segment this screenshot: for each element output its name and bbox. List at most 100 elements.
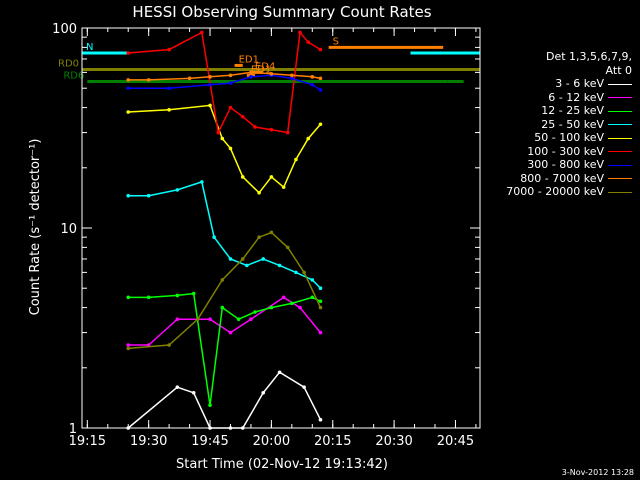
series-1-point-0 xyxy=(126,343,131,347)
series-2-point-11 xyxy=(318,299,323,304)
series-4-point-0 xyxy=(126,110,131,114)
series-line-4 xyxy=(128,104,322,194)
series-4-point-7 xyxy=(269,175,274,179)
series-4-point-4 xyxy=(228,146,233,151)
overlay-label-s-1: S xyxy=(333,36,339,47)
y-tick-label-1: 10 xyxy=(60,222,77,237)
series-8-point-2 xyxy=(195,317,200,321)
x-tick-label-6: 20:45 xyxy=(437,434,474,449)
x-tick-label-1: 19:30 xyxy=(130,434,167,449)
series-6-point-1 xyxy=(167,86,171,91)
series-0-point-1 xyxy=(175,385,180,389)
series-5-point-11 xyxy=(318,47,323,52)
series-2-point-1 xyxy=(146,295,151,300)
series-8-point-4 xyxy=(240,257,245,261)
legend-header-2: Att 0 xyxy=(605,63,632,77)
series-1-point-6 xyxy=(281,295,286,300)
legend-swatch-6 xyxy=(608,164,632,166)
legend: Det 1,3,5,6,7,9, Att 0 3 - 6 keV 6 - 12 k… xyxy=(460,50,632,199)
legend-item-8: 7000 - 20000 keV xyxy=(460,185,632,199)
series-3-point-8 xyxy=(277,263,282,268)
series-2-point-7 xyxy=(253,310,257,314)
series-5-point-6 xyxy=(253,125,257,129)
legend-swatch-8 xyxy=(608,191,632,193)
timestamp: 3-Nov-2012 13:28 xyxy=(561,468,634,477)
legend-items: 3 - 6 keV 6 - 12 keV 12 - 25 keV 25 - 50 ke… xyxy=(460,77,632,199)
series-3-point-6 xyxy=(245,263,249,268)
y-tick-label-2: 100 xyxy=(52,22,77,37)
series-4-point-8 xyxy=(281,185,286,189)
series-4-point-1 xyxy=(167,107,171,112)
series-2-point-2 xyxy=(175,293,180,298)
series-0-point-2 xyxy=(191,390,196,395)
series-0-point-7 xyxy=(277,370,282,375)
x-axis-label: Start Time (02-Nov-12 19:13:42) xyxy=(176,457,388,472)
series-7-point-7 xyxy=(290,73,294,78)
series-1-point-2 xyxy=(175,317,180,321)
series-7-point-0 xyxy=(126,78,131,82)
legend-item-0: 3 - 6 keV xyxy=(460,77,632,91)
series-8-point-1 xyxy=(167,343,171,347)
series-5-point-0 xyxy=(126,51,131,55)
series-3-point-2 xyxy=(175,188,180,192)
series-5-point-3 xyxy=(216,130,221,135)
series-8-point-9 xyxy=(318,305,323,310)
series-7-point-3 xyxy=(208,75,212,79)
series-0-point-8 xyxy=(302,385,306,389)
series-4-point-6 xyxy=(257,190,261,195)
series-line-0 xyxy=(127,371,322,429)
series-3-point-4 xyxy=(212,235,216,239)
series-6-point-2 xyxy=(208,82,212,87)
legend-label-2: 12 - 25 keV xyxy=(541,104,604,117)
series-7-point-8 xyxy=(310,75,315,79)
overlay-label-rd6-3: RD6 xyxy=(63,71,84,82)
series-3-point-0 xyxy=(126,193,131,198)
overlay-label-ed1-6: ED1 xyxy=(251,64,271,75)
series-3-point-5 xyxy=(228,257,233,261)
series-2-point-10 xyxy=(310,295,315,300)
legend-label-0: 3 - 6 keV xyxy=(555,77,604,90)
series-6-point-8 xyxy=(318,88,323,92)
overlay-label-rd0-2: RD0 xyxy=(58,59,79,70)
series-line-8 xyxy=(128,231,322,350)
legend-header-1: Det 1,3,5,6,7,9, xyxy=(545,50,632,63)
series-8-point-7 xyxy=(285,245,290,250)
legend-swatch-2 xyxy=(608,110,632,112)
series-4-point-5 xyxy=(240,175,245,179)
series-1-point-5 xyxy=(249,317,253,321)
series-8-point-0 xyxy=(126,346,131,351)
series-6-point-4 xyxy=(249,75,253,79)
legend-label-5: 100 - 300 keV xyxy=(527,144,604,158)
legend-item-7: 800 - 7000 keV xyxy=(460,172,632,186)
legend-item-5: 100 - 300 keV xyxy=(460,145,632,159)
y-axis-label: Count Rate (s⁻¹ detector⁻¹) xyxy=(28,139,43,316)
axes-layer: 19:15 19:30 19:45 20:00 20:15 20:30 20:45 1 10 10… xyxy=(52,22,481,449)
series-8-point-3 xyxy=(220,278,225,282)
chart-title: HESSI Observing Summary Count Rates xyxy=(132,3,431,21)
series-3-point-1 xyxy=(146,193,151,198)
series-6-point-7 xyxy=(310,82,315,87)
series-3-point-9 xyxy=(294,270,298,275)
legend-item-3: 25 - 50 keV xyxy=(460,118,632,132)
series-8-point-8 xyxy=(302,270,306,275)
series-7-point-9 xyxy=(318,76,323,81)
x-tick-label-4: 20:15 xyxy=(314,434,351,449)
legend-item-1: 6 - 12 keV xyxy=(460,91,632,105)
series-2-point-0 xyxy=(126,295,131,300)
series-5-point-9 xyxy=(298,30,302,35)
series-line-7 xyxy=(128,71,321,81)
series-2-point-4 xyxy=(208,403,212,408)
x-tick-label-0: 19:15 xyxy=(69,434,106,449)
legend-swatch-4 xyxy=(608,137,632,139)
series-7-point-2 xyxy=(187,76,192,81)
series-line-3 xyxy=(128,180,322,289)
series-5-point-5 xyxy=(240,114,245,119)
series-5-point-4 xyxy=(228,105,233,110)
series-1-point-8 xyxy=(318,330,323,335)
series-7-point-6 xyxy=(269,72,274,76)
series-2-point-5 xyxy=(220,305,225,310)
legend-label-3: 25 - 50 keV xyxy=(541,117,604,131)
series-2-point-9 xyxy=(290,301,294,306)
series-5-point-7 xyxy=(269,127,274,132)
